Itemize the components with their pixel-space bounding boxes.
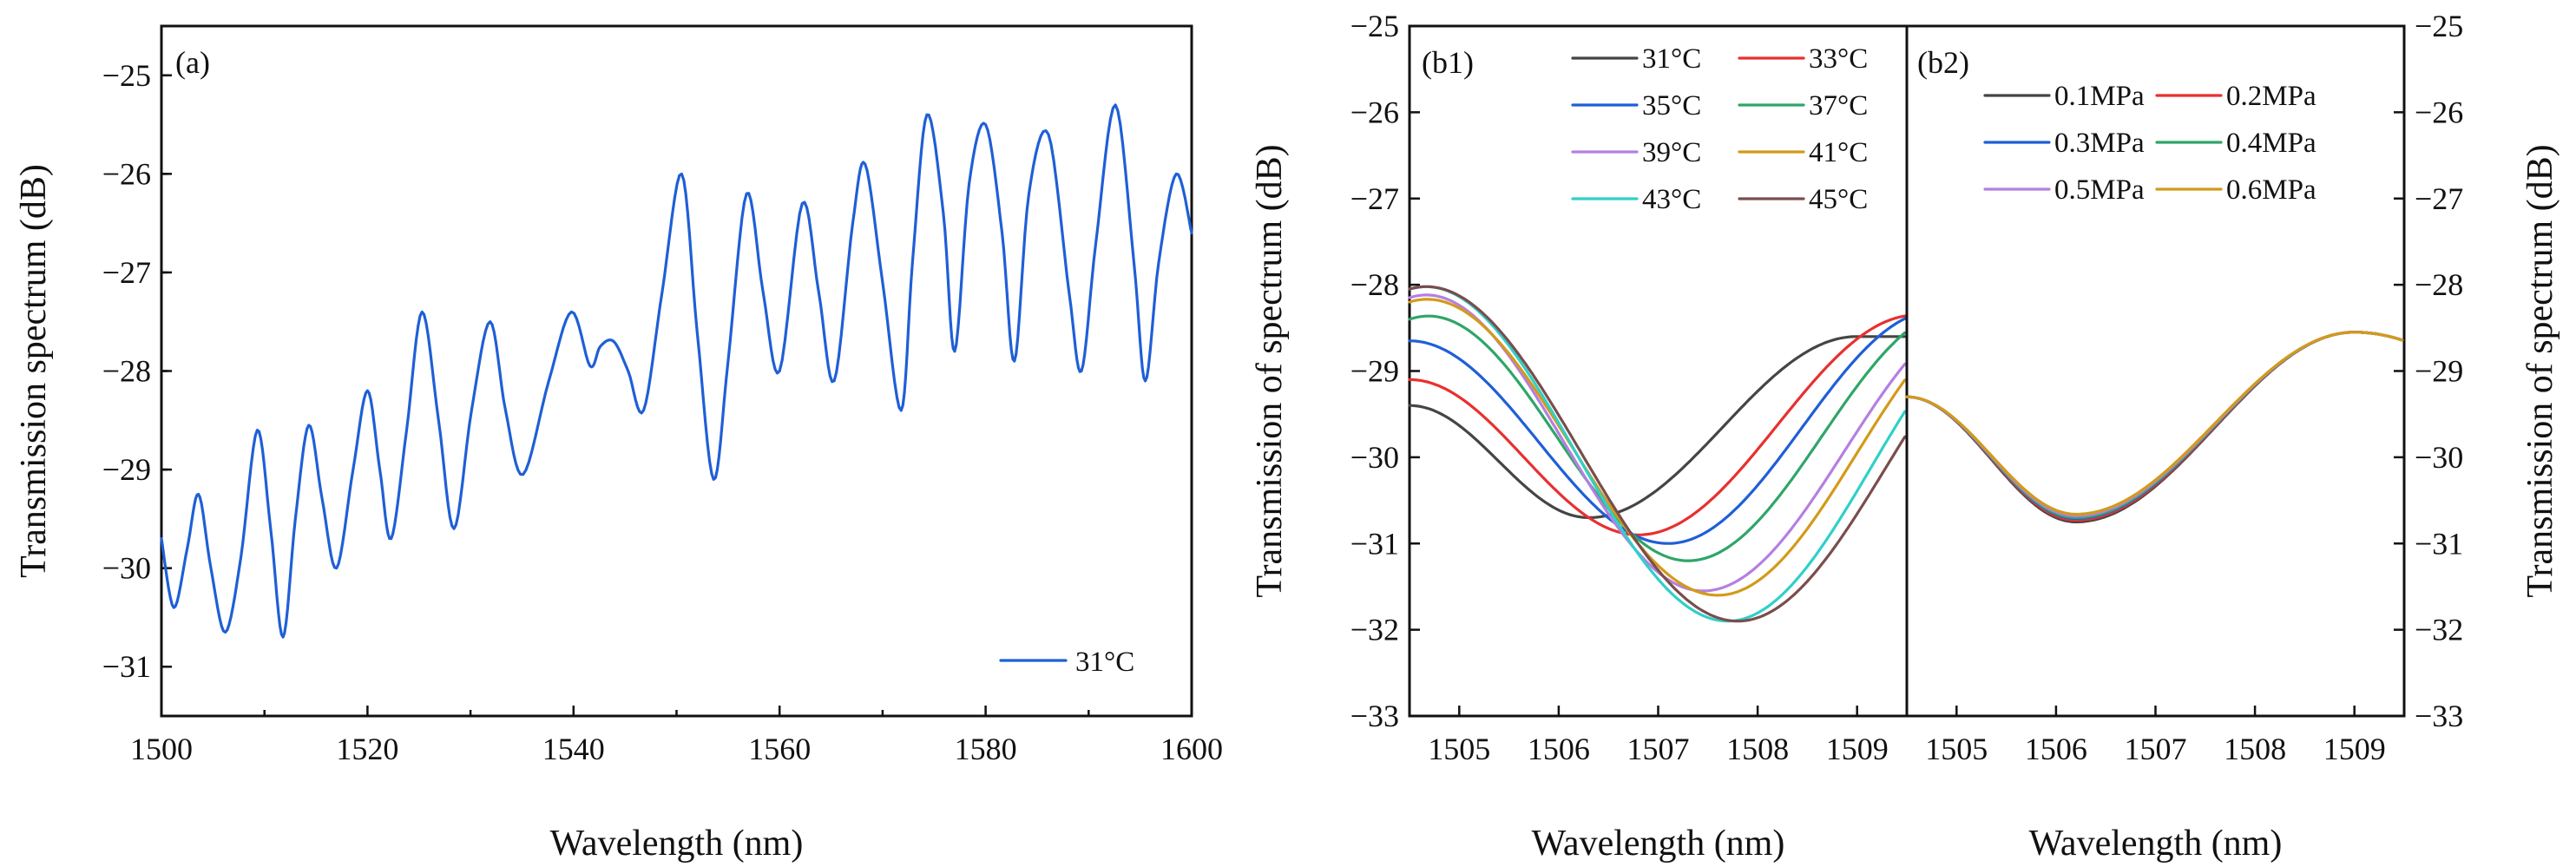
panel-label: (a) bbox=[175, 45, 210, 80]
y-tick-label: −28 bbox=[2415, 267, 2463, 302]
y-tick-label: −25 bbox=[1350, 9, 1399, 43]
panel-label: (b1) bbox=[1422, 45, 1474, 80]
series-line-33C bbox=[1408, 314, 1907, 536]
series-line-37C bbox=[1408, 314, 1907, 562]
legend-label: 39°C bbox=[1642, 137, 1701, 168]
plot-frame bbox=[1408, 24, 1909, 718]
legend-label: 31°C bbox=[1075, 647, 1134, 678]
y-tick-label: −31 bbox=[102, 649, 151, 684]
series-line-0.1MPa bbox=[1905, 331, 2404, 523]
y-tick-label: −26 bbox=[102, 156, 151, 191]
panel-label: (b2) bbox=[1917, 45, 1969, 80]
y-tick-label: −27 bbox=[102, 255, 151, 290]
y-tick-label: −28 bbox=[1350, 267, 1399, 302]
y-tick-label: −30 bbox=[2415, 440, 2463, 475]
plot-frame bbox=[1905, 24, 2406, 718]
x-tick-label: 1507 bbox=[1627, 732, 1690, 766]
x-tick-label: 1507 bbox=[2125, 732, 2187, 766]
y-tick-label: −32 bbox=[2415, 613, 2463, 647]
x-axis-title: Wavelength (nm) bbox=[550, 824, 804, 864]
series-line-39C bbox=[1408, 293, 1907, 593]
y-axis-title: Transmission spectrum (dB) bbox=[14, 164, 54, 578]
legend-label: 0.4MPa bbox=[2226, 128, 2316, 159]
plot-frame bbox=[160, 24, 1193, 718]
series-line-0.3MPa bbox=[1905, 331, 2404, 520]
series-line-35C bbox=[1408, 317, 1907, 545]
legend-label: 33°C bbox=[1809, 43, 1868, 75]
y-tick-label: −30 bbox=[1350, 440, 1399, 475]
legend-label: 0.1MPa bbox=[2054, 81, 2145, 112]
series-line-31C bbox=[160, 103, 1193, 639]
legend-label: 45°C bbox=[1809, 184, 1868, 215]
series-line-0.4MPa bbox=[1905, 331, 2404, 519]
panel-a: 1500 1520 1540 1560 1580 1600 −31 −30 −29 −28 −27 −… bbox=[14, 24, 1223, 864]
y-tick-label: −27 bbox=[1350, 181, 1399, 216]
y-tick-label: −31 bbox=[1350, 526, 1399, 561]
y-tick-label: −26 bbox=[2415, 95, 2463, 129]
x-tick-label: 1508 bbox=[1726, 732, 1789, 766]
y-tick-label: −30 bbox=[102, 551, 151, 586]
x-tick-label: 1560 bbox=[748, 732, 811, 766]
x-tick-label: 1506 bbox=[1528, 732, 1590, 766]
series-line-0.6MPa bbox=[1905, 331, 2404, 516]
x-tick-label: 1600 bbox=[1160, 732, 1223, 766]
panel-b1: 1505 1506 1507 1508 1509 −33 −32 −31 −30 −29 −28 −2… bbox=[1250, 9, 1909, 864]
series-line-43C bbox=[1408, 285, 1907, 623]
y-tick-label: −27 bbox=[2415, 181, 2463, 216]
legend-label: 0.3MPa bbox=[2054, 128, 2145, 159]
x-tick-label: 1580 bbox=[955, 732, 1017, 766]
y-axis-title: Transmission of spectrum (dB) bbox=[1250, 144, 1290, 597]
y-tick-label: −32 bbox=[1350, 613, 1399, 647]
y-tick-label: −33 bbox=[1350, 699, 1399, 733]
y-tick-label: −33 bbox=[2415, 699, 2463, 733]
legend-label: 35°C bbox=[1642, 90, 1701, 122]
legend-label: 31°C bbox=[1642, 43, 1701, 75]
y-tick-label: −31 bbox=[2415, 526, 2463, 561]
x-axis-title: Wavelength (nm) bbox=[1532, 824, 1785, 864]
legend-label: 41°C bbox=[1809, 137, 1868, 168]
x-tick-label: 1505 bbox=[1925, 732, 1988, 766]
y-tick-label: −29 bbox=[102, 452, 151, 487]
y-tick-label: −25 bbox=[2415, 9, 2463, 43]
x-axis-title: Wavelength (nm) bbox=[2029, 824, 2283, 864]
x-tick-label: 1509 bbox=[1826, 732, 1889, 766]
series-line-0.2MPa bbox=[1905, 331, 2404, 522]
x-tick-label: 1505 bbox=[1428, 732, 1490, 766]
y-axis-title: Transmission of spectrum (dB) bbox=[2520, 144, 2560, 597]
legend-label: 0.2MPa bbox=[2226, 81, 2316, 112]
series-line-31C bbox=[1408, 335, 1907, 519]
x-tick-label: 1540 bbox=[542, 732, 605, 766]
x-tick-label: 1506 bbox=[2025, 732, 2087, 766]
x-tick-label: 1509 bbox=[2323, 732, 2386, 766]
y-tick-label: −29 bbox=[2415, 354, 2463, 389]
panel-b2: 1505 1506 1507 1508 1509 −33 −32 −31 −30 −29 −28 −2… bbox=[1905, 9, 2560, 864]
legend-label: 37°C bbox=[1809, 90, 1868, 122]
y-tick-label: −26 bbox=[1350, 95, 1399, 129]
legend-label: 0.6MPa bbox=[2226, 174, 2316, 206]
y-tick-label: −29 bbox=[1350, 354, 1399, 389]
x-tick-label: 1500 bbox=[130, 732, 193, 766]
x-tick-label: 1508 bbox=[2224, 732, 2286, 766]
y-tick-label: −28 bbox=[102, 354, 151, 389]
series-line-41C bbox=[1408, 298, 1907, 597]
series-line-45C bbox=[1408, 285, 1907, 623]
legend-label: 0.5MPa bbox=[2054, 174, 2145, 206]
x-tick-label: 1520 bbox=[336, 732, 398, 766]
legend-label: 43°C bbox=[1642, 184, 1701, 215]
y-tick-label: −25 bbox=[102, 58, 151, 93]
